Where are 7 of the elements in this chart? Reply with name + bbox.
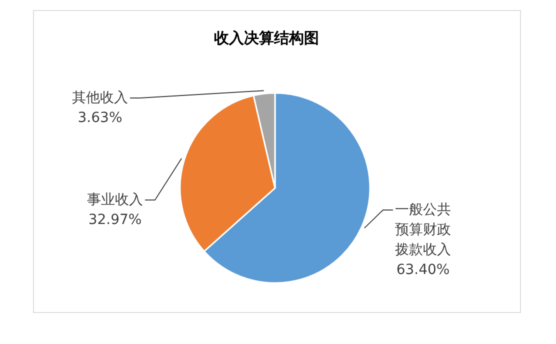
data-label: 3.63% — [78, 110, 122, 126]
slice-label: 事业收入 — [87, 192, 143, 208]
slice-label: 一般公共预算财政拨款收入 — [395, 202, 451, 258]
slice-label: 其他收入 — [72, 90, 128, 106]
data-label: 63.40% — [396, 262, 450, 278]
chart-title: 收入决算结构图 — [214, 29, 319, 47]
data-label: 32.97% — [88, 212, 142, 228]
